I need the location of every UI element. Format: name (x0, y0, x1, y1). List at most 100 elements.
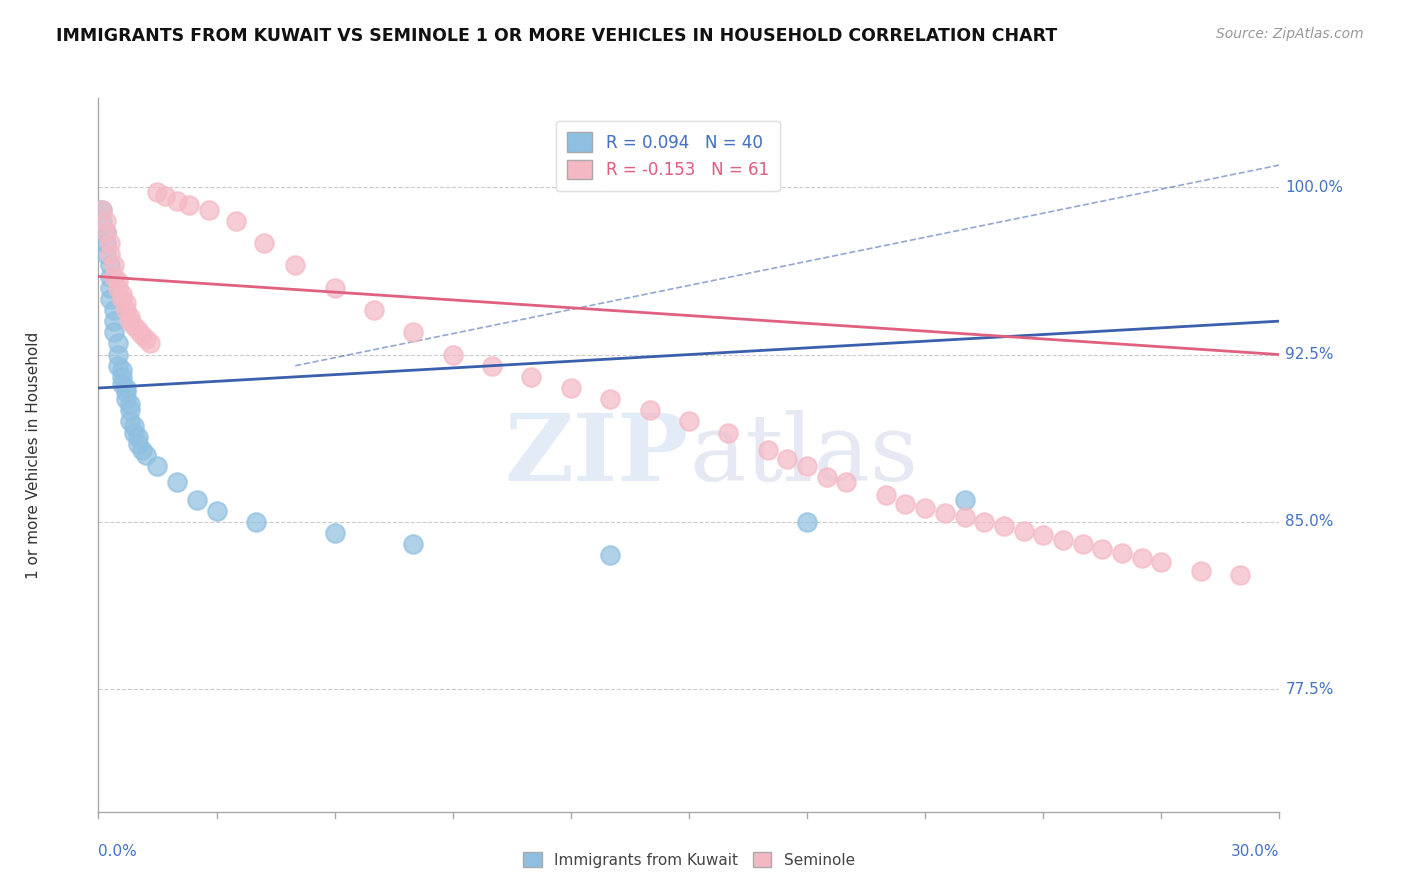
Point (1189, 564, 1212, 578)
Point (146, 459, 169, 474)
Point (638, 403, 661, 417)
Point (894, 497, 917, 511)
Point (127, 430, 149, 444)
Point (225, 213, 247, 227)
Point (115, 381, 138, 395)
Point (122, 318, 145, 333)
Point (1071, 537, 1094, 551)
Point (111, 363, 134, 377)
Point (599, 549, 621, 563)
Point (103, 259, 125, 273)
Point (363, 303, 385, 318)
Point (253, 236, 276, 251)
Point (402, 325, 425, 339)
Point (103, 303, 125, 318)
Point (91, 213, 114, 227)
Point (323, 526, 346, 541)
Point (111, 370, 134, 384)
Point (127, 436, 149, 450)
Text: 100.0%: 100.0% (1285, 180, 1343, 194)
Point (96, 213, 118, 227)
Point (118, 403, 141, 417)
Point (284, 259, 307, 273)
Point (111, 292, 134, 306)
Point (796, 515, 818, 529)
Point (118, 414, 141, 429)
Point (98, 292, 121, 306)
Legend: R = 0.094   N = 40, R = -0.153   N = 61: R = 0.094 N = 40, R = -0.153 N = 61 (555, 120, 780, 191)
Point (1052, 533, 1074, 547)
Point (135, 448, 157, 462)
Point (993, 519, 1015, 533)
Point (177, 198, 200, 212)
Point (441, 348, 464, 362)
Text: 85.0%: 85.0% (1285, 515, 1334, 529)
Point (166, 475, 188, 489)
Point (197, 202, 219, 217)
Point (98, 269, 121, 284)
Point (115, 296, 138, 310)
Point (107, 281, 129, 295)
Point (131, 443, 153, 458)
Point (115, 385, 138, 400)
Text: atlas: atlas (689, 410, 918, 500)
Point (96, 247, 118, 261)
Point (103, 314, 125, 328)
Point (953, 510, 976, 524)
Point (815, 470, 838, 484)
Point (914, 501, 936, 516)
Point (115, 392, 138, 407)
Point (1032, 528, 1054, 542)
Point (111, 376, 134, 391)
Point (135, 332, 157, 346)
Point (1012, 524, 1035, 538)
Point (96, 225, 118, 239)
Point (973, 515, 995, 529)
Point (98, 259, 121, 273)
Point (953, 492, 976, 507)
Point (599, 392, 621, 407)
Point (98, 236, 121, 251)
Point (205, 503, 228, 517)
Point (118, 314, 141, 328)
Point (118, 310, 141, 324)
Point (118, 397, 141, 411)
Point (138, 336, 160, 351)
Text: 0.0%: 0.0% (98, 844, 138, 859)
Point (122, 425, 145, 440)
Point (323, 281, 346, 295)
Point (1111, 546, 1133, 560)
Point (103, 269, 125, 284)
Point (1091, 541, 1114, 556)
Text: 1 or more Vehicles in Household: 1 or more Vehicles in Household (25, 331, 41, 579)
Point (98, 281, 121, 295)
Point (103, 325, 125, 339)
Point (155, 189, 177, 203)
Point (875, 488, 897, 502)
Point (107, 359, 129, 373)
Point (245, 515, 267, 529)
Point (107, 274, 129, 288)
Text: 30.0%: 30.0% (1232, 844, 1279, 859)
Point (122, 419, 145, 434)
Point (146, 185, 169, 199)
Point (166, 194, 188, 208)
Point (717, 425, 740, 440)
Point (402, 537, 425, 551)
Point (96, 225, 118, 239)
Point (96, 236, 118, 251)
Text: 92.5%: 92.5% (1285, 347, 1334, 362)
Point (131, 327, 153, 342)
Point (678, 414, 700, 429)
Point (111, 287, 134, 301)
Point (560, 381, 582, 395)
Text: ZIP: ZIP (505, 410, 689, 500)
Point (115, 303, 138, 318)
Point (481, 359, 503, 373)
Point (756, 443, 779, 458)
Point (91, 202, 114, 217)
Point (107, 336, 129, 351)
Point (1150, 555, 1173, 569)
Point (776, 452, 799, 467)
Point (1229, 568, 1251, 582)
